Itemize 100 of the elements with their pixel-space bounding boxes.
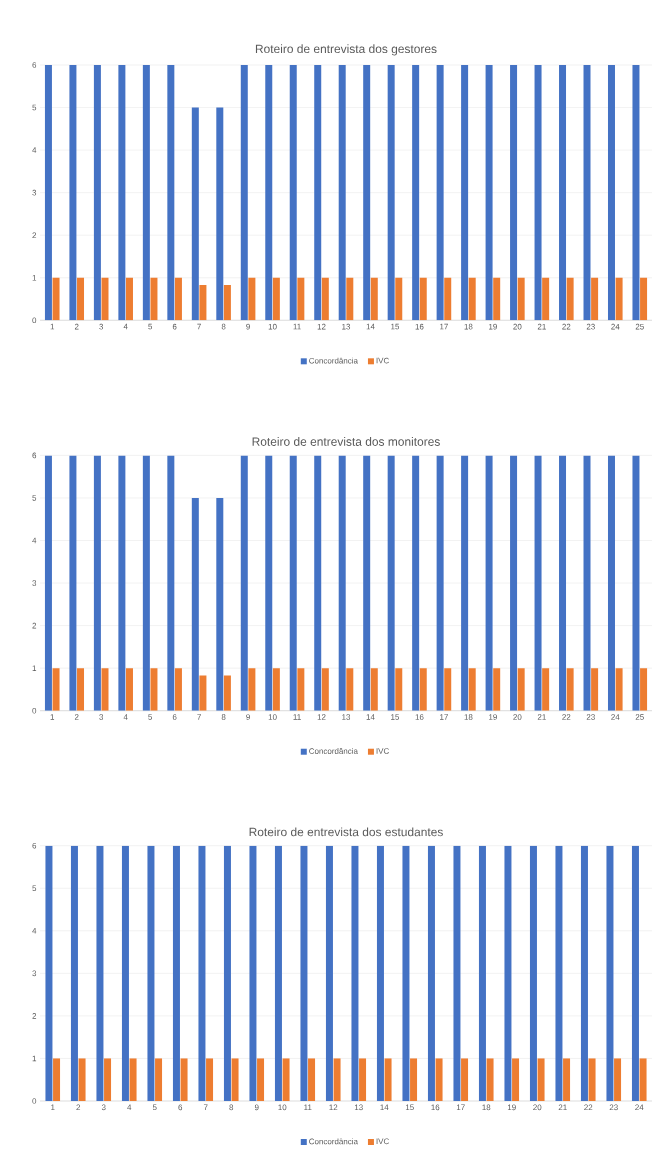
bar bbox=[436, 455, 444, 711]
bar bbox=[44, 455, 52, 711]
bar bbox=[77, 277, 85, 321]
bar bbox=[517, 277, 525, 321]
bar bbox=[125, 668, 133, 711]
bar bbox=[461, 64, 469, 321]
bar bbox=[583, 64, 591, 321]
bar bbox=[412, 64, 420, 321]
bar bbox=[101, 277, 109, 321]
bar bbox=[436, 64, 444, 321]
bar bbox=[118, 64, 126, 321]
bar bbox=[346, 668, 354, 711]
bar bbox=[387, 64, 395, 321]
bar bbox=[468, 277, 476, 321]
bar bbox=[272, 277, 280, 321]
bar bbox=[265, 64, 273, 321]
bar bbox=[542, 277, 550, 321]
bar bbox=[566, 668, 574, 711]
bar bbox=[272, 668, 280, 711]
bar bbox=[591, 277, 599, 321]
bar bbox=[167, 64, 175, 321]
bar bbox=[419, 668, 427, 711]
bar bbox=[395, 668, 403, 711]
bar bbox=[191, 107, 199, 321]
bar bbox=[395, 277, 403, 321]
bar bbox=[297, 668, 305, 711]
bar bbox=[338, 455, 346, 711]
bar bbox=[191, 497, 199, 711]
bar bbox=[363, 455, 371, 711]
bar bbox=[297, 277, 305, 321]
bar bbox=[289, 64, 297, 321]
bar bbox=[461, 455, 469, 711]
bar bbox=[468, 668, 476, 711]
bar bbox=[265, 455, 273, 711]
bar bbox=[370, 668, 378, 711]
bar bbox=[174, 668, 182, 711]
bar bbox=[591, 668, 599, 711]
chart-title: Roteiro de entrevista dos monitores bbox=[252, 437, 440, 446]
bar bbox=[632, 64, 640, 321]
bar bbox=[338, 64, 346, 321]
bar bbox=[412, 455, 420, 711]
bar bbox=[150, 277, 158, 321]
bar bbox=[223, 675, 231, 711]
bar bbox=[69, 64, 77, 321]
bar bbox=[559, 455, 567, 711]
bar bbox=[444, 277, 452, 321]
bar bbox=[248, 277, 256, 321]
bar bbox=[52, 668, 60, 711]
bar bbox=[167, 455, 175, 711]
bar bbox=[542, 668, 550, 711]
bar bbox=[640, 668, 648, 711]
bar bbox=[77, 668, 85, 711]
bar bbox=[321, 668, 329, 711]
bar bbox=[615, 668, 623, 711]
bar bbox=[223, 284, 231, 321]
bar bbox=[493, 668, 501, 711]
bar bbox=[142, 64, 150, 321]
chart-title: Roteiro de entrevista dos estudantes bbox=[249, 827, 443, 837]
bar bbox=[199, 284, 207, 321]
bar bbox=[632, 455, 640, 711]
bar bbox=[314, 64, 322, 321]
bar bbox=[150, 668, 158, 711]
bar bbox=[101, 668, 109, 711]
bar bbox=[93, 64, 101, 321]
bar bbox=[321, 277, 329, 321]
bar bbox=[125, 277, 133, 321]
bar bbox=[93, 455, 101, 711]
bar bbox=[534, 64, 542, 321]
bar bbox=[566, 277, 574, 321]
bar bbox=[216, 107, 224, 321]
bar bbox=[314, 455, 322, 711]
bar bbox=[363, 64, 371, 321]
chart-title: Roteiro de entrevista dos gestores bbox=[255, 44, 437, 56]
bar bbox=[44, 64, 52, 321]
bar bbox=[370, 277, 378, 321]
bar bbox=[510, 64, 518, 321]
bar bbox=[240, 455, 248, 711]
bar bbox=[493, 277, 501, 321]
bar bbox=[387, 455, 395, 711]
bar bbox=[534, 455, 542, 711]
bar bbox=[640, 277, 648, 321]
bar bbox=[142, 455, 150, 711]
bar bbox=[485, 64, 493, 321]
bar bbox=[216, 497, 224, 711]
bar bbox=[174, 277, 182, 321]
bar bbox=[289, 455, 297, 711]
bar bbox=[248, 668, 256, 711]
bar bbox=[607, 64, 615, 321]
bar bbox=[69, 455, 77, 711]
bar bbox=[118, 455, 126, 711]
bar bbox=[583, 455, 591, 711]
bar bbox=[485, 455, 493, 711]
bar bbox=[615, 277, 623, 321]
bar bbox=[419, 277, 427, 321]
bar bbox=[199, 675, 207, 711]
bar bbox=[346, 277, 354, 321]
bar bbox=[510, 455, 518, 711]
bar bbox=[607, 455, 615, 711]
bar bbox=[517, 668, 525, 711]
bar bbox=[559, 64, 567, 321]
